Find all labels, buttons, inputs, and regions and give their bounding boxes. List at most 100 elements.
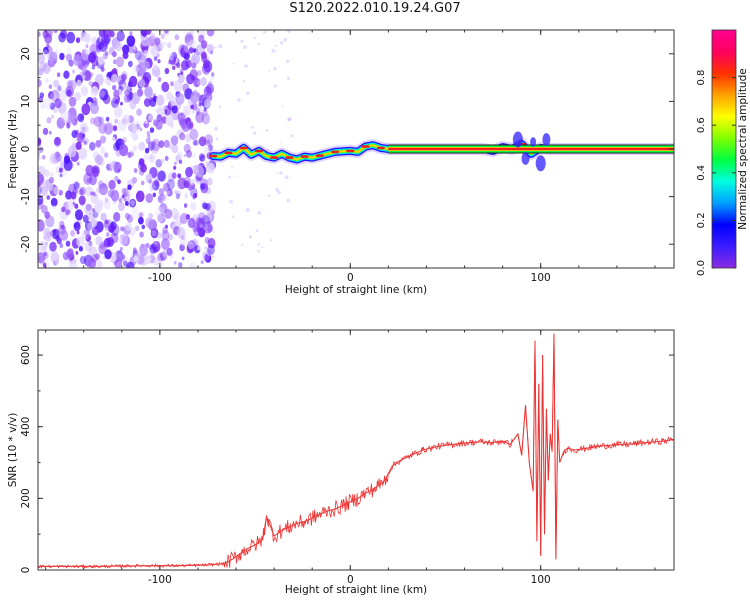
noise-blob — [95, 139, 102, 148]
noise-blob — [81, 229, 90, 240]
noise-blob — [84, 70, 92, 82]
noise-blob — [192, 140, 197, 146]
noise-blob — [185, 166, 193, 178]
noise-blob — [156, 114, 163, 122]
noise-blob — [122, 114, 131, 125]
x-tick-label: 0 — [347, 574, 354, 586]
ridge-core — [300, 155, 309, 158]
noise-blob — [182, 45, 188, 54]
noise-blob — [98, 30, 106, 38]
noise-blob — [59, 220, 65, 228]
noise-blob — [176, 151, 183, 159]
noise-blob — [82, 133, 85, 138]
noise-blob — [127, 184, 132, 191]
noise-blob — [174, 161, 177, 166]
noise-blob — [38, 240, 48, 253]
noise-blob — [115, 251, 118, 256]
noise-blob — [65, 53, 73, 62]
noise-blob — [93, 193, 97, 197]
snr-line-detail — [38, 333, 674, 569]
noise-blob — [53, 107, 58, 114]
noise-blob — [191, 52, 201, 65]
noise-blob — [170, 123, 174, 129]
noise-blob — [45, 78, 49, 84]
noise-blob — [173, 260, 177, 265]
noise-blob — [76, 161, 80, 166]
noise-blob — [202, 157, 206, 162]
noise-blob — [114, 106, 123, 118]
noise-speck — [241, 243, 244, 246]
noise-blob — [103, 219, 110, 228]
noise-blob — [104, 249, 112, 260]
noise-blob — [156, 231, 162, 239]
noise-speck — [218, 105, 222, 109]
noise-blob — [174, 34, 180, 41]
noise-blob — [114, 175, 119, 182]
noise-blob — [203, 146, 210, 155]
noise-blob — [48, 91, 55, 100]
noise-blob — [200, 77, 207, 87]
noise-blob — [149, 127, 155, 133]
x-tick-label: -100 — [148, 272, 172, 284]
noise-blob — [105, 116, 110, 122]
noise-blob — [68, 145, 77, 157]
colorbar-frame — [711, 29, 737, 269]
x-tick-label: 100 — [531, 574, 551, 586]
noise-blob — [138, 216, 144, 225]
noise-blob — [38, 146, 44, 153]
noise-blob — [171, 144, 179, 154]
noise-blob — [111, 85, 116, 91]
noise-speck — [273, 84, 277, 88]
noise-blob — [73, 54, 82, 66]
noise-blob — [88, 80, 93, 87]
noise-blob — [196, 217, 206, 230]
noise-blob — [207, 48, 212, 53]
noise-blob — [66, 123, 71, 129]
noise-speck — [281, 105, 284, 107]
noise-blob — [38, 79, 42, 88]
noise-blob — [95, 236, 103, 246]
ridge-flat-core — [388, 147, 674, 151]
x-tick-label: 100 — [531, 272, 551, 284]
noise-blob — [182, 83, 190, 93]
noise-speck — [268, 194, 271, 197]
noise-blob — [85, 44, 89, 49]
noise-blob — [124, 89, 130, 97]
noise-blob — [113, 142, 120, 152]
noise-blob — [112, 51, 117, 58]
noise-blob — [132, 247, 137, 253]
noise-blob — [193, 192, 198, 199]
noise-blob — [153, 55, 158, 61]
noise-blob — [151, 229, 157, 237]
noise-blob — [204, 134, 214, 146]
noise-blob — [204, 237, 210, 244]
noise-blob — [102, 183, 107, 189]
noise-blob — [75, 37, 81, 44]
noise-blob — [178, 262, 183, 268]
ridge-blob — [530, 137, 537, 147]
noise-blob — [74, 116, 79, 122]
noise-blob — [176, 129, 184, 139]
spectral-ridge — [207, 131, 674, 172]
noise-blob — [80, 86, 89, 96]
noise-blob — [72, 69, 75, 74]
noise-blob — [84, 203, 93, 216]
noise-blob — [43, 97, 52, 110]
noise-blob — [202, 109, 208, 117]
y-tick-label: -10 — [20, 188, 32, 205]
noise-blob — [81, 103, 91, 116]
noise-blob — [39, 61, 47, 72]
noise-speck — [287, 30, 291, 34]
noise-blob — [145, 173, 153, 183]
noise-blob — [67, 113, 74, 121]
noise-blob — [198, 34, 205, 43]
y-tick-label: 10 — [20, 95, 32, 108]
noise-speck — [257, 249, 260, 253]
noise-blob — [82, 214, 89, 223]
noise-blob — [148, 212, 153, 219]
noise-blob — [94, 228, 99, 234]
noise-blob — [115, 92, 119, 96]
noise-blob — [78, 147, 88, 160]
noise-blob — [176, 190, 182, 197]
ridge-core — [239, 146, 248, 150]
